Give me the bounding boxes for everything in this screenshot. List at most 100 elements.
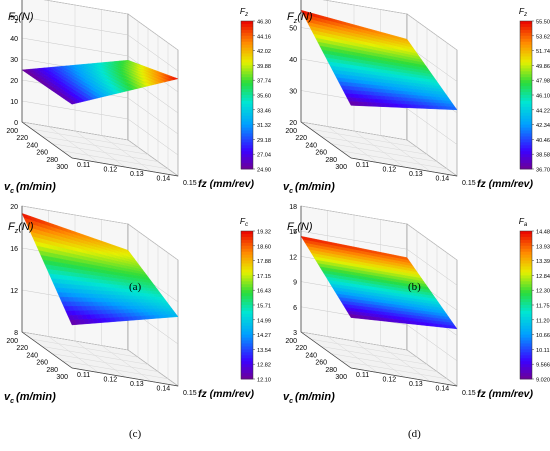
z-gridline: [21, 205, 179, 261]
colorbar-band: [520, 100, 532, 105]
colorbar-band: [241, 97, 253, 102]
x-axis-line: [300, 121, 352, 159]
z-tick-label: 60: [289, 0, 297, 1]
x-axis-line: [21, 121, 73, 159]
x-axis-title-sub: c: [289, 188, 293, 195]
colorbar-title-sub: z: [523, 12, 527, 18]
colorbar-band: [241, 83, 253, 87]
colorbar-band: [520, 21, 532, 25]
colorbar-band: [241, 257, 253, 261]
colorbar-band: [241, 254, 253, 259]
colorbar-band: [520, 248, 532, 253]
floor-gridline: [353, 130, 405, 168]
z-tick-label: 12: [10, 288, 18, 295]
z-tick-label: 8: [14, 330, 18, 337]
colorbar-band: [241, 124, 253, 128]
colorbar-band: [241, 118, 253, 123]
x-tick-label: 280: [325, 157, 337, 164]
colorbar-tick-label: 9.020: [536, 378, 550, 384]
colorbar-band: [520, 136, 532, 140]
colorbar-band: [520, 103, 532, 108]
colorbar-band: [241, 115, 253, 120]
colorbar-band: [241, 319, 253, 324]
colorbar-band: [520, 124, 532, 128]
y-tick-label: 0.11: [356, 372, 369, 379]
colorbar-band: [241, 106, 253, 111]
colorbar-tick-label: 14.99: [257, 318, 271, 324]
colorbar-band: [241, 310, 253, 315]
x-tick-label: 200: [6, 128, 18, 135]
colorbar-band: [241, 139, 253, 143]
colorbar-band: [520, 233, 532, 238]
z-gridline: [300, 121, 458, 177]
colorbar-tick-label: 16.43: [257, 289, 271, 295]
z-tick-label: 20: [10, 204, 18, 211]
colorbar-tick-label: 19.32: [257, 230, 271, 236]
colorbar-tick-label: 11.75: [536, 304, 550, 310]
colorbar-band: [241, 352, 253, 356]
colorbar-band: [520, 118, 532, 123]
panel-label-a: (a): [129, 281, 142, 293]
colorbar-tick-label: 12.84: [536, 274, 550, 280]
y-tick-label: 0.15: [462, 180, 476, 187]
colorbar-band: [241, 245, 253, 250]
y-tick-label: 0.14: [436, 386, 450, 393]
colorbar-band: [520, 316, 532, 321]
z-tick-label: 20: [10, 78, 18, 85]
colorbar-band: [241, 337, 253, 341]
colorbar-band: [520, 121, 532, 125]
floor-gridline: [48, 336, 99, 373]
y-axis-title: fz (mm/rev): [198, 178, 255, 190]
y-tick-label: 0.13: [409, 171, 423, 178]
colorbar-tick-label: 37.74: [257, 79, 271, 85]
colorbar-band: [241, 269, 253, 273]
colorbar-band: [241, 305, 253, 309]
x-axis-title-unit: (m/min): [295, 181, 335, 193]
colorbar-tick-label: 46.30: [257, 20, 271, 26]
colorbar-band: [520, 62, 532, 66]
colorbar-band: [520, 127, 532, 131]
colorbar-band: [520, 95, 532, 99]
x-axis-title: vc (m/min): [283, 391, 335, 405]
colorbar-band: [520, 92, 532, 96]
z-gridline: [21, 100, 179, 156]
x-axis-line: [300, 331, 352, 369]
colorbar-band: [241, 100, 253, 105]
z-tick-label: 0: [14, 120, 18, 127]
colorbar-band: [520, 337, 532, 341]
colorbar-band: [520, 343, 532, 347]
colorbar-band: [241, 65, 253, 69]
response-surface: [21, 59, 179, 105]
colorbar-tick-label: 55.50: [536, 20, 550, 26]
colorbar-band: [520, 290, 532, 294]
colorbar-band: [241, 373, 253, 377]
colorbar-band: [241, 21, 253, 25]
colorbar-band: [520, 287, 532, 291]
colorbar-band: [520, 47, 532, 51]
colorbar-band: [520, 35, 532, 40]
colorbar-band: [520, 65, 532, 69]
colorbar-tick-label: 12.30: [536, 289, 550, 295]
response-surface: [300, 235, 458, 330]
floor-gridline: [327, 336, 378, 373]
z-tick-label: 18: [289, 204, 297, 211]
colorbar-band: [241, 340, 253, 344]
colorbar-band: [520, 59, 532, 63]
colorbar-band: [241, 136, 253, 140]
floor-gridline: [380, 345, 431, 382]
colorbar-band: [241, 77, 253, 81]
colorbar-band: [241, 160, 253, 164]
x-tick-label: 220: [16, 135, 28, 142]
y-tick-label: 0.11: [77, 372, 90, 379]
z-axis-title: Fz(N): [287, 221, 313, 235]
colorbar-band: [241, 80, 253, 84]
colorbar-band: [241, 231, 253, 235]
x-tick-label: 240: [26, 352, 38, 359]
z-gridline: [21, 16, 179, 72]
colorbar-band: [241, 260, 253, 264]
colorbar-band: [520, 86, 532, 90]
colorbar-band: [520, 71, 532, 75]
colorbar-band: [241, 248, 253, 253]
